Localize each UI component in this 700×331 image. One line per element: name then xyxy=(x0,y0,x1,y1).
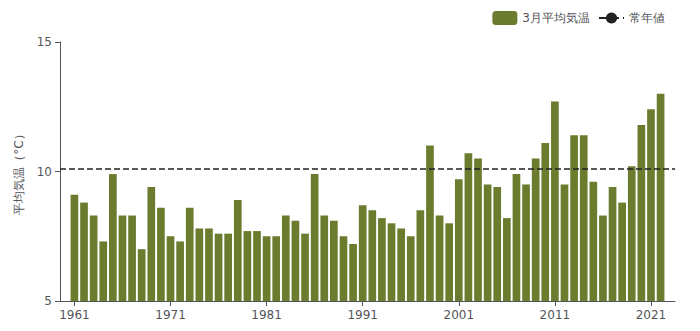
svg-text:2001: 2001 xyxy=(444,308,475,322)
svg-text:5: 5 xyxy=(44,294,52,308)
svg-text:1971: 1971 xyxy=(155,308,186,322)
svg-text:3月平均気温: 3月平均気温 xyxy=(522,11,590,25)
svg-text:15: 15 xyxy=(37,35,52,49)
svg-text:10: 10 xyxy=(37,165,52,179)
svg-text:常年値: 常年値 xyxy=(629,11,665,25)
svg-text:平均気温（°C）: 平均気温（°C） xyxy=(12,128,26,214)
svg-text:1981: 1981 xyxy=(251,308,282,322)
svg-text:2011: 2011 xyxy=(540,308,571,322)
svg-text:1991: 1991 xyxy=(347,308,378,322)
svg-text:1961: 1961 xyxy=(59,308,90,322)
svg-text:2021: 2021 xyxy=(636,308,667,322)
